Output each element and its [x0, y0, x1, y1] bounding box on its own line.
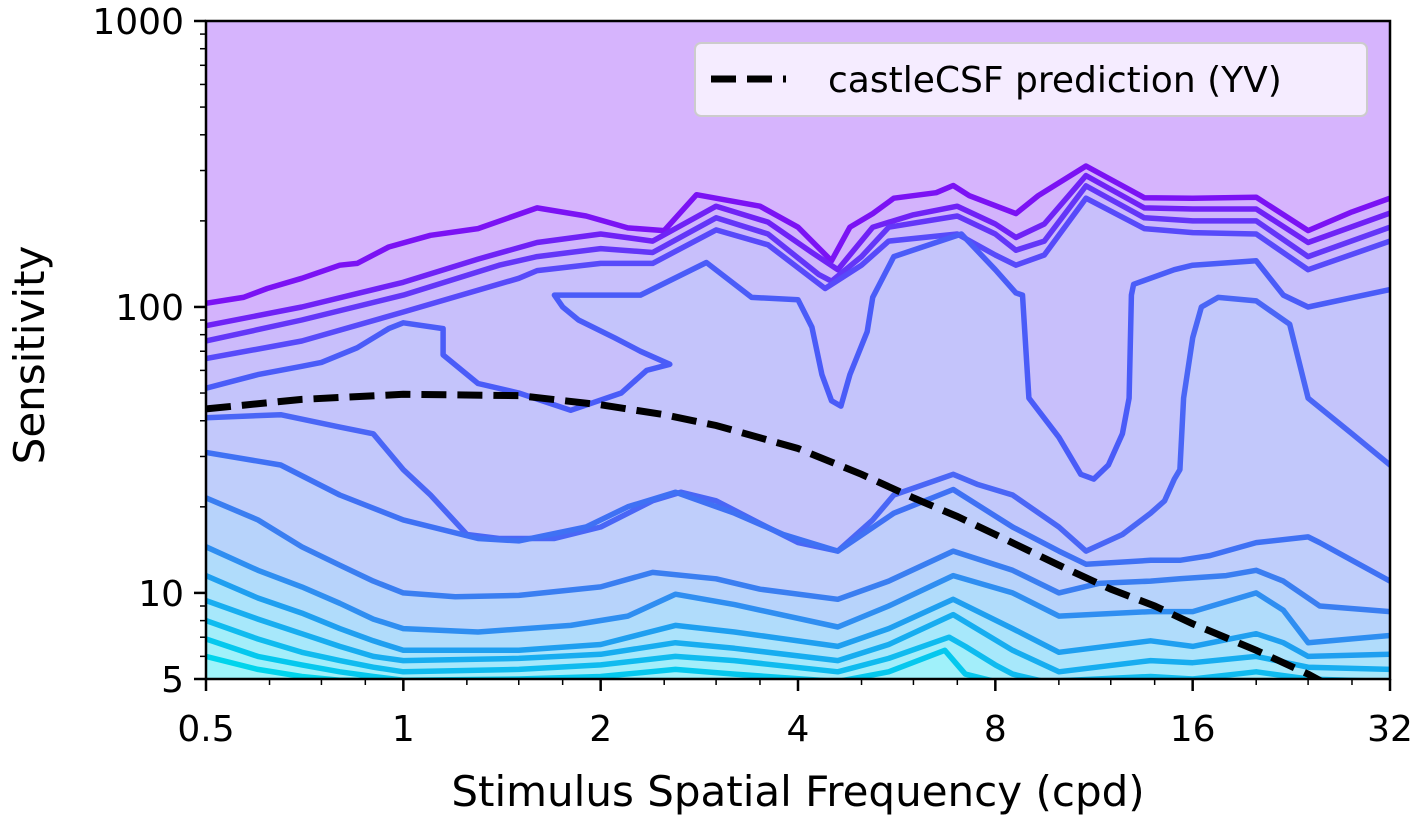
- contour-band-14: [206, 656, 328, 679]
- legend-box: [694, 42, 1368, 117]
- y-tick-label: 10: [138, 574, 184, 615]
- x-axis-title: Stimulus Spatial Frequency (cpd): [451, 767, 1144, 816]
- legend-label: castleCSF prediction (YV): [828, 60, 1282, 101]
- contour-line-14: [206, 653, 1390, 679]
- contour-line-9: [206, 544, 1390, 646]
- contour-line-3: [206, 183, 1390, 344]
- y-tick-label: 100: [115, 288, 184, 329]
- series-line-1: [206, 390, 1325, 679]
- contour-line-2: [206, 172, 1390, 329]
- contour-line-10: [206, 572, 1390, 660]
- y-tick-label: 5: [161, 660, 184, 701]
- x-axis: 0.5 1 2 4 8 16 32: [177, 679, 1413, 750]
- contour-line-7: [206, 449, 1390, 584]
- x-tick-label: 1: [392, 709, 415, 750]
- y-axis: 5 10 100 1000: [92, 2, 206, 701]
- contour-line-8: [206, 495, 1390, 615]
- x-tick-label: 4: [787, 709, 810, 750]
- contour-layer: [206, 163, 1390, 679]
- series-layer: [206, 390, 1325, 679]
- x-tick-label: 32: [1367, 709, 1413, 750]
- x-tick-label: 8: [984, 709, 1007, 750]
- contour-line-4: [206, 195, 1390, 362]
- contour-line-1: [206, 163, 1390, 307]
- contour-line-11: [206, 597, 1390, 675]
- x-tick-label: 2: [589, 709, 612, 750]
- contour-line-5: [206, 231, 1390, 482]
- contour-band-10: [206, 575, 1390, 679]
- x-tick-label: 16: [1170, 709, 1216, 750]
- y-axis-title: Sensitivity: [5, 246, 54, 465]
- y-tick-label: 1000: [92, 2, 184, 43]
- x-tick-label: 0.5: [177, 709, 234, 750]
- legend: castleCSF prediction (YV): [694, 42, 1368, 117]
- contour-line-13: [206, 636, 1390, 679]
